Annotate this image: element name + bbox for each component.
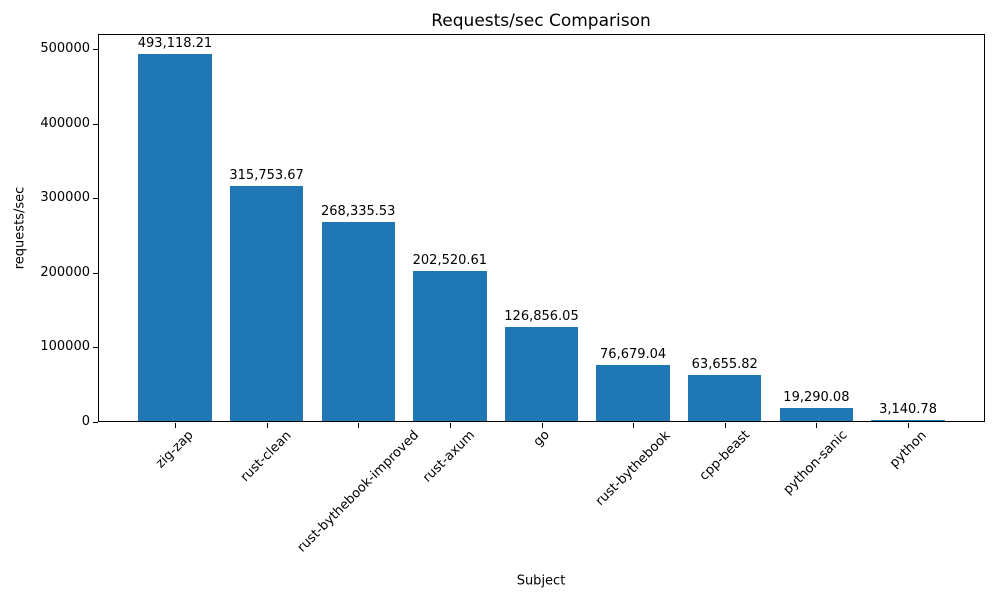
y-tick-label: 200000: [40, 264, 90, 280]
bar-go: [504, 327, 579, 421]
bar-value-label: 202,520.61: [412, 252, 488, 268]
bar-zig-zap: [138, 54, 212, 421]
y-tick-mark: [93, 123, 98, 125]
x-tick-label: rust-axum: [420, 428, 479, 486]
y-axis-label: requests/sec: [12, 186, 28, 270]
x-tick-label: python: [886, 427, 930, 471]
bar-rust-bythebook: [596, 364, 670, 421]
bar-python-sanic: [779, 407, 854, 421]
x-tick-label: python-sanic: [781, 428, 851, 498]
x-tick-mark: [541, 423, 543, 428]
x-tick-mark: [358, 423, 360, 428]
x-tick-mark: [816, 423, 818, 428]
bar-value-label: 63,655.82: [691, 356, 758, 372]
x-tick-mark: [633, 423, 635, 428]
bar-value-label: 76,679.04: [600, 346, 667, 362]
y-tick-mark: [93, 272, 98, 274]
bar-python: [871, 419, 945, 421]
bar-value-label: 3,140.78: [879, 401, 937, 417]
bar-value-label: 19,290.08: [783, 389, 850, 405]
bar-value-label: 268,335.53: [321, 203, 396, 219]
x-tick-label: rust-clean: [237, 427, 295, 485]
bar-rust-clean: [229, 186, 304, 421]
y-tick-mark: [93, 422, 98, 423]
x-axis-label: Subject: [516, 573, 566, 589]
x-tick-label: go: [530, 427, 553, 450]
bar-cpp-beast: [688, 374, 762, 421]
x-tick-mark: [724, 423, 726, 428]
bar-value-label: 315,753.67: [229, 168, 304, 184]
y-tick-label: 300000: [40, 190, 90, 206]
x-tick-mark: [266, 423, 268, 428]
x-tick-label: zig-zap: [153, 427, 197, 472]
y-tick-label: 100000: [40, 339, 90, 355]
x-tick-label: rust-bythebook-improved: [294, 427, 422, 556]
bar-rust-bythebook-improved: [321, 221, 395, 421]
x-tick-label: cpp-beast: [696, 427, 753, 485]
y-tick-label: 400000: [40, 115, 90, 131]
x-tick-mark: [449, 423, 451, 428]
chart-title: Requests/sec Comparison: [431, 11, 651, 31]
x-tick-label: rust-bythebook: [592, 427, 674, 509]
y-tick-mark: [93, 198, 98, 200]
y-tick-label: 0: [81, 414, 90, 429]
x-tick-mark: [908, 423, 910, 428]
y-tick-mark: [93, 48, 98, 50]
bar-value-label: 126,856.05: [504, 309, 579, 325]
y-tick-label: 500000: [40, 40, 90, 56]
y-tick-mark: [93, 347, 98, 349]
bar-rust-axum: [413, 270, 487, 421]
bar-value-label: 493,118.21: [137, 36, 213, 52]
x-tick-mark: [174, 423, 176, 428]
